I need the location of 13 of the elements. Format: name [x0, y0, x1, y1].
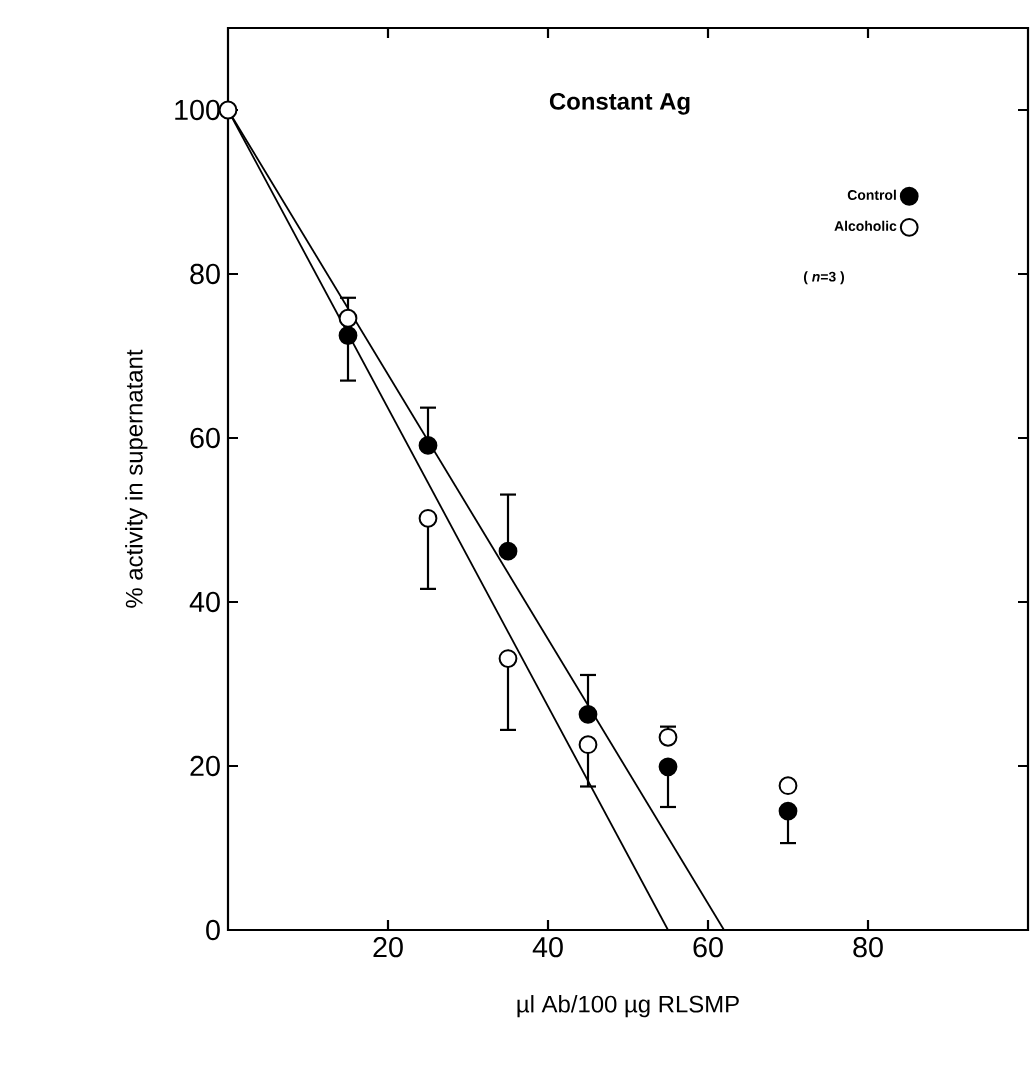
- x-tick-label: 60: [693, 937, 723, 958]
- x-axis-title: µl Ab/100 µg RLSMP: [517, 995, 739, 1018]
- y-tick-label: 40: [189, 591, 220, 613]
- y-tick-label: 0: [206, 919, 220, 941]
- x-tick-label: 20: [373, 937, 403, 958]
- text: Constant Ag: [549, 92, 690, 115]
- y-tick-label: 20: [190, 755, 220, 777]
- y-axis-title: % activity in supernatant: [125, 349, 148, 608]
- y-tick-label: 80: [190, 263, 220, 285]
- y-tick-label: 100: [175, 99, 220, 121]
- x-tick-label: 40: [532, 937, 563, 958]
- x-tick-label: 80: [853, 937, 883, 958]
- y-tick-label: 60: [190, 427, 220, 449]
